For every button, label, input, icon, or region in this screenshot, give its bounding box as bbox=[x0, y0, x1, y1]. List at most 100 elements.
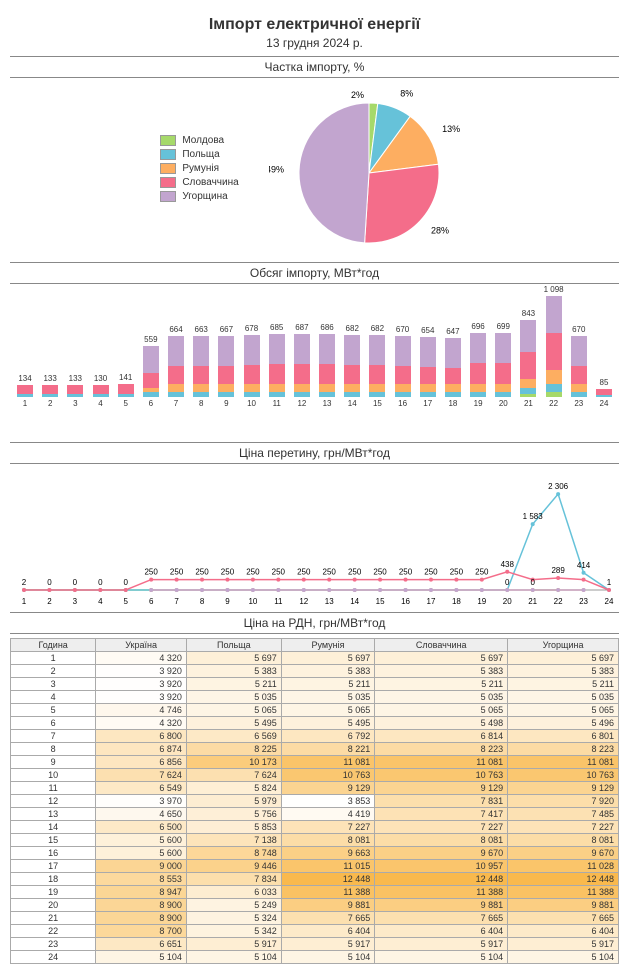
table-cell: 5 035 bbox=[186, 691, 281, 704]
svg-text:1: 1 bbox=[22, 597, 27, 606]
table-cell: 8 947 bbox=[96, 886, 187, 899]
bar-hour-label: 16 bbox=[398, 399, 407, 408]
svg-text:17: 17 bbox=[427, 597, 436, 606]
bar-total-label: 682 bbox=[346, 324, 359, 333]
bar-segment bbox=[470, 392, 486, 398]
svg-text:6: 6 bbox=[149, 597, 154, 606]
table-row: 155 6007 1388 0818 0818 081 bbox=[11, 834, 619, 847]
bar-column: 64718 bbox=[442, 327, 464, 408]
bar-column: 1304 bbox=[90, 374, 112, 408]
table-cell: 12 448 bbox=[281, 873, 375, 886]
svg-text:13: 13 bbox=[325, 597, 334, 606]
table-cell: 3 920 bbox=[96, 665, 187, 678]
table-cell: 4 746 bbox=[96, 704, 187, 717]
table-cell: 4 bbox=[11, 691, 96, 704]
table-cell: 6 033 bbox=[186, 886, 281, 899]
table-cell: 6 856 bbox=[96, 756, 187, 769]
table-cell: 5 917 bbox=[281, 938, 375, 951]
svg-text:10: 10 bbox=[248, 597, 257, 606]
bar-total-label: 141 bbox=[119, 373, 132, 382]
bar-segment bbox=[168, 336, 184, 366]
bar-column: 68215 bbox=[366, 324, 388, 409]
bar-hour-label: 9 bbox=[224, 399, 228, 408]
legend-label: Молдова bbox=[182, 135, 224, 146]
bar-stack bbox=[470, 333, 486, 397]
bar-segment bbox=[269, 392, 285, 398]
table-row: 23 9205 3835 3835 3835 383 bbox=[11, 665, 619, 678]
bar-column: 141 5 bbox=[115, 373, 137, 408]
svg-text:250: 250 bbox=[195, 568, 209, 577]
bar-segment bbox=[244, 335, 260, 365]
bar-segment bbox=[470, 333, 486, 363]
svg-text:12: 12 bbox=[299, 597, 308, 606]
table-cell: 8 900 bbox=[96, 912, 187, 925]
legend-item: Польща bbox=[160, 149, 238, 160]
bar-column: 69920 bbox=[492, 322, 514, 408]
svg-text:9: 9 bbox=[225, 597, 230, 606]
table-cell: 5 383 bbox=[281, 665, 375, 678]
bar-stack bbox=[294, 334, 310, 397]
table-cell: 9 881 bbox=[508, 899, 619, 912]
bar-segment bbox=[118, 394, 134, 397]
table-row: 43 9205 0355 0355 0355 035 bbox=[11, 691, 619, 704]
bar-column: 1332 bbox=[39, 374, 61, 408]
svg-text:2 306: 2 306 bbox=[548, 482, 569, 491]
bar-segment bbox=[193, 384, 209, 391]
svg-text:3: 3 bbox=[73, 597, 78, 606]
bar-hour-label: 21 bbox=[524, 399, 533, 408]
bar-column: 67016 bbox=[392, 325, 414, 408]
bar-column: 667 9 bbox=[215, 325, 237, 408]
table-cell: 7 831 bbox=[375, 795, 508, 808]
bar-total-label: 134 bbox=[18, 374, 31, 383]
bar-segment bbox=[344, 335, 360, 365]
legend-swatch bbox=[160, 135, 176, 146]
bar-stack bbox=[17, 385, 33, 397]
bar-hour-label: 4 bbox=[98, 399, 102, 408]
table-cell: 4 320 bbox=[96, 652, 187, 665]
table-row: 33 9205 2115 2115 2115 211 bbox=[11, 678, 619, 691]
legend-label: Словаччина bbox=[182, 177, 238, 188]
bar-hour-label: 5 bbox=[123, 399, 127, 408]
table-cell: 9 881 bbox=[375, 899, 508, 912]
svg-text:2: 2 bbox=[22, 578, 27, 587]
bar-total-label: 699 bbox=[497, 322, 510, 331]
bar-stack bbox=[445, 338, 461, 397]
table-cell: 7 417 bbox=[375, 808, 508, 821]
svg-text:5: 5 bbox=[124, 597, 129, 606]
table-row: 64 3205 4955 4955 4985 496 bbox=[11, 717, 619, 730]
table-cell: 6 569 bbox=[186, 730, 281, 743]
table-row: 208 9005 2499 8819 8819 881 bbox=[11, 899, 619, 912]
svg-text:13%: 13% bbox=[442, 124, 460, 134]
bar-segment bbox=[546, 333, 562, 370]
bar-stack bbox=[369, 335, 385, 398]
table-cell: 18 bbox=[11, 873, 96, 886]
table-cell: 5 824 bbox=[186, 782, 281, 795]
legend-swatch bbox=[160, 163, 176, 174]
bar-total-label: 685 bbox=[270, 323, 283, 332]
table-cell: 7 665 bbox=[375, 912, 508, 925]
svg-text:0: 0 bbox=[73, 578, 78, 587]
svg-text:250: 250 bbox=[399, 568, 413, 577]
table-cell: 7 227 bbox=[375, 821, 508, 834]
table-cell: 7 227 bbox=[281, 821, 375, 834]
rdn-col-header: Україна bbox=[96, 639, 187, 652]
bar-segment bbox=[546, 370, 562, 384]
bar-segment bbox=[420, 367, 436, 384]
bar-total-label: 133 bbox=[69, 374, 82, 383]
table-cell: 10 763 bbox=[508, 769, 619, 782]
table-cell: 5 104 bbox=[375, 951, 508, 964]
table-cell: 11 081 bbox=[508, 756, 619, 769]
svg-text:250: 250 bbox=[221, 568, 235, 577]
bar-column: 6638 bbox=[190, 325, 212, 408]
bar-segment bbox=[93, 385, 109, 394]
svg-text:250: 250 bbox=[373, 568, 387, 577]
table-cell: 9 663 bbox=[281, 847, 375, 860]
table-cell: 5 211 bbox=[508, 678, 619, 691]
legend-label: Румунія bbox=[182, 163, 219, 174]
bar-total-label: 667 bbox=[220, 325, 233, 334]
bar-segment bbox=[168, 366, 184, 384]
bar-segment bbox=[319, 364, 335, 383]
bar-total-label: 670 bbox=[572, 325, 585, 334]
table-cell: 9 446 bbox=[186, 860, 281, 873]
bar-segment bbox=[344, 365, 360, 384]
